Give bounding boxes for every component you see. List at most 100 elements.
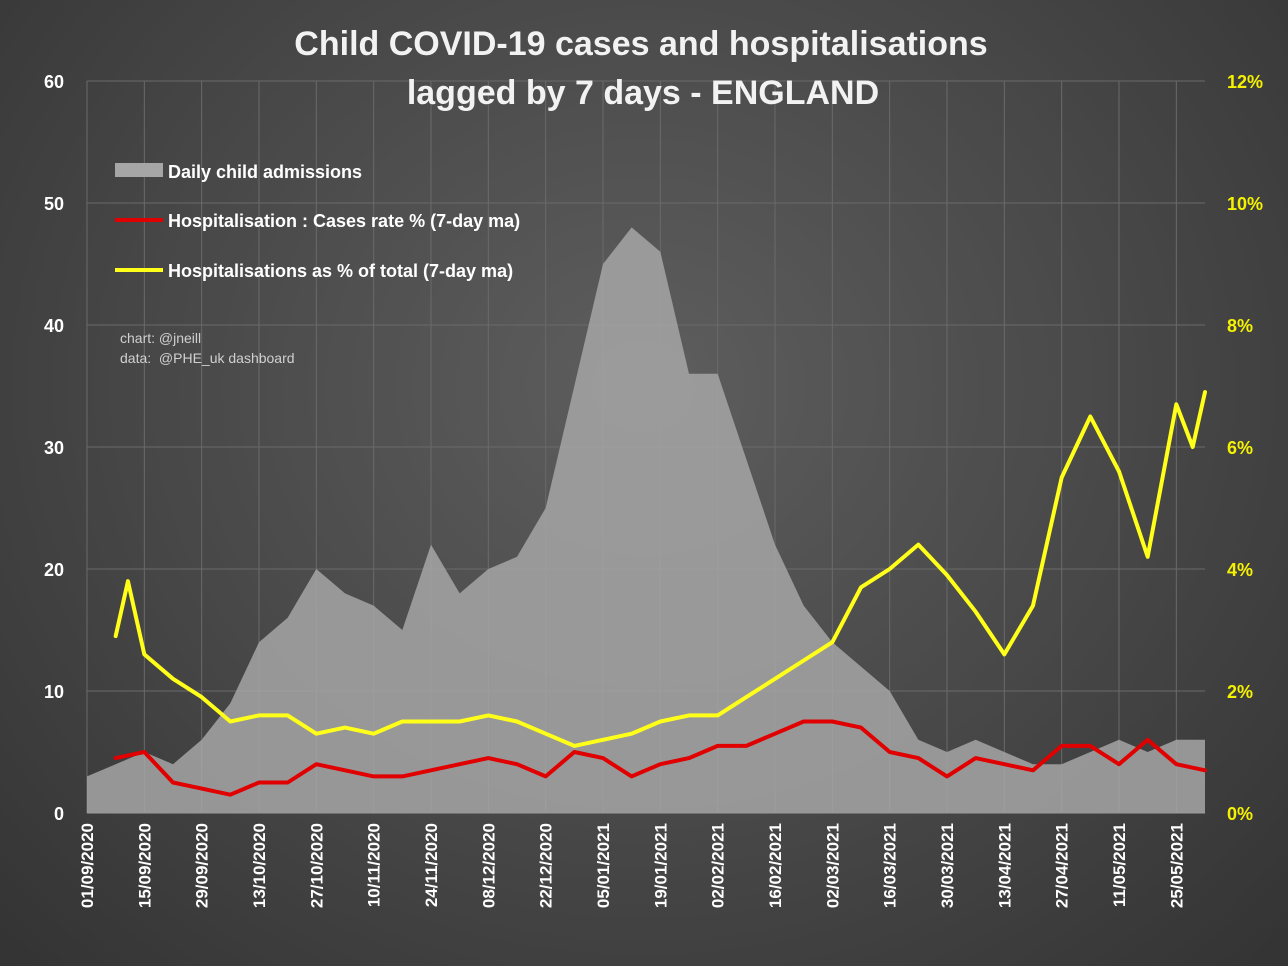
percent-point	[859, 585, 863, 589]
percent-point	[1174, 402, 1178, 406]
rate-point	[773, 732, 777, 736]
percent-point	[515, 720, 519, 723]
percent-point	[1117, 469, 1121, 473]
x-tick-label: 19/01/2021	[651, 823, 670, 908]
y-tick-label: 50	[44, 194, 64, 214]
rate-point	[1031, 768, 1035, 772]
rate-point	[400, 774, 404, 778]
rate-point	[372, 774, 376, 778]
y-tick-label: 20	[44, 560, 64, 580]
percent-point	[257, 713, 261, 717]
rate-point	[945, 774, 949, 778]
rate-point	[429, 768, 433, 772]
rate-point	[343, 768, 347, 772]
percent-point	[1031, 604, 1035, 608]
x-tick-label: 15/09/2020	[135, 823, 154, 908]
percent-point	[142, 652, 146, 656]
series-admissions-area	[87, 227, 1205, 813]
percent-point	[458, 720, 462, 723]
y2-tick-label: 8%	[1227, 316, 1253, 336]
x-tick-label: 01/09/2020	[78, 823, 97, 908]
percent-point	[126, 579, 130, 583]
rate-point	[1002, 762, 1006, 766]
rate-point	[1174, 762, 1178, 766]
percent-point	[228, 720, 232, 723]
percent-point	[716, 713, 720, 717]
rate-point	[171, 781, 175, 784]
rate-point	[286, 781, 290, 784]
rate-point	[830, 720, 834, 723]
x-tick-label: 02/02/2021	[709, 823, 728, 908]
y-tick-label: 0	[54, 804, 64, 824]
y-tick-label: 60	[44, 72, 64, 92]
rate-point	[744, 744, 748, 748]
rate-point	[974, 756, 978, 760]
x-tick-label: 13/10/2020	[250, 823, 269, 908]
rate-point	[601, 756, 605, 760]
rate-point	[486, 756, 490, 760]
percent-point	[372, 732, 376, 736]
percent-point	[1203, 390, 1207, 394]
percent-point	[658, 720, 662, 723]
percent-point	[200, 695, 204, 699]
percent-point	[572, 744, 576, 748]
x-tick-label: 22/12/2020	[537, 823, 556, 908]
x-tick-label: 05/01/2021	[594, 823, 613, 908]
percent-point	[630, 732, 634, 736]
y2-tick-label: 0%	[1227, 804, 1253, 824]
rate-point	[1088, 744, 1092, 748]
rate-point	[802, 720, 806, 723]
percent-point	[888, 567, 892, 571]
y-tick-label: 10	[44, 682, 64, 702]
percent-point	[1060, 476, 1064, 479]
percent-point	[1146, 555, 1150, 559]
rate-point	[515, 762, 519, 766]
rate-point	[1060, 744, 1064, 748]
credit-chart: chart: @jneill	[120, 330, 201, 346]
credit-data: data: @PHE_uk dashboard	[120, 350, 295, 366]
rate-point	[257, 781, 261, 784]
percent-point	[687, 713, 691, 717]
rate-point	[658, 762, 662, 766]
y2-tick-label: 10%	[1227, 194, 1263, 214]
chart-title-line-2: lagged by 7 days - ENGLAND	[407, 74, 879, 112]
y2-tick-label: 12%	[1227, 72, 1263, 92]
y-tick-label: 30	[44, 438, 64, 458]
admissions-area-layer	[87, 227, 1205, 813]
percent-point	[945, 573, 949, 577]
y2-tick-label: 2%	[1227, 682, 1253, 702]
legend-label-admissions: Daily child admissions	[168, 162, 362, 182]
x-tick-label: 27/10/2020	[307, 823, 326, 908]
x-tick-label: 27/04/2021	[1053, 823, 1072, 908]
percent-point	[171, 677, 175, 681]
rate-point	[630, 774, 634, 778]
percent-point	[429, 720, 433, 723]
percent-point	[916, 543, 920, 547]
x-tick-label: 16/02/2021	[766, 823, 785, 908]
x-tick-label: 16/03/2021	[881, 823, 900, 908]
legend-swatch-admissions	[115, 163, 163, 177]
chart-title-line-1: Child COVID-19 cases and hospitalisation…	[294, 25, 987, 63]
percent-point	[343, 726, 347, 730]
percent-point	[830, 640, 834, 644]
x-tick-label: 02/03/2021	[823, 823, 842, 908]
x-tick-label: 10/11/2020	[365, 823, 384, 907]
y2-tick-label: 6%	[1227, 438, 1253, 458]
rate-point	[859, 726, 863, 730]
x-tick-label: 11/05/2021	[1110, 823, 1129, 907]
y-tick-label: 40	[44, 316, 64, 336]
legend: Daily child admissions Hospitalisation :…	[115, 162, 520, 281]
rate-point	[572, 750, 576, 754]
axes-layer: 01/09/2020 15/09/2020 29/09/2020 13/10/2020…	[44, 72, 1263, 908]
percent-point	[544, 732, 548, 736]
percent-point	[1088, 415, 1092, 418]
rate-point	[114, 756, 118, 760]
percent-point	[400, 720, 404, 723]
percent-point	[601, 738, 605, 742]
x-tick-label: 13/04/2021	[995, 823, 1014, 908]
legend-label-percent: Hospitalisations as % of total (7-day ma…	[168, 261, 513, 281]
x-tick-label: 29/09/2020	[193, 823, 212, 908]
rate-point	[314, 762, 318, 766]
